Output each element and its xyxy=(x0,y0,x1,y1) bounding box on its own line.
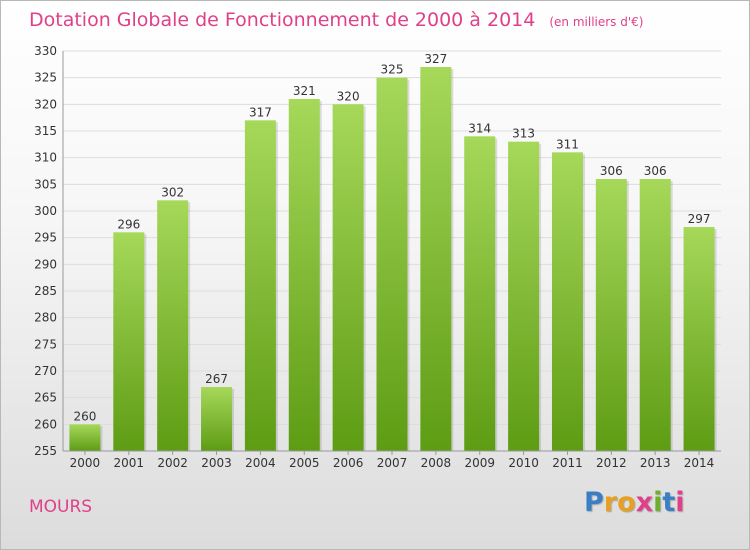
x-tick-label: 2008 xyxy=(421,456,452,470)
y-tick-label: 305 xyxy=(34,177,57,191)
value-label: 313 xyxy=(512,127,535,141)
value-label: 306 xyxy=(600,164,623,178)
y-tick-label: 310 xyxy=(34,151,57,165)
y-tick-label: 285 xyxy=(34,284,57,298)
x-tick-label: 2010 xyxy=(508,456,539,470)
value-label: 320 xyxy=(337,89,360,103)
bar xyxy=(639,179,671,451)
y-tick-label: 300 xyxy=(34,204,57,218)
x-tick-label: 2002 xyxy=(157,456,188,470)
bar xyxy=(551,152,583,452)
chart-title-text: Dotation Globale de Fonctionnement de 20… xyxy=(29,9,536,31)
proxiti-logo: Proxiti xyxy=(584,487,685,518)
value-label: 325 xyxy=(381,63,404,77)
x-tick-label: 2006 xyxy=(333,456,364,470)
bar xyxy=(201,387,233,451)
value-label: 314 xyxy=(468,121,491,135)
y-tick-label: 265 xyxy=(34,391,57,405)
y-tick-label: 320 xyxy=(34,97,57,111)
value-label: 311 xyxy=(556,137,579,151)
bar xyxy=(376,77,408,452)
value-label: 317 xyxy=(249,105,272,119)
logo-letter: P xyxy=(584,487,604,518)
logo-letter: t xyxy=(662,487,676,518)
bar xyxy=(69,424,101,451)
bars: 260 296 302 267 317 321 320 325 327 314 313 311 306 3… xyxy=(69,52,717,452)
logo-letter: r xyxy=(603,487,618,518)
y-tick-label: 270 xyxy=(34,364,57,378)
x-tick-label: 2007 xyxy=(377,456,408,470)
chart-unit-note: (en milliers d'€) xyxy=(549,15,644,29)
y-tick-label: 290 xyxy=(34,257,57,271)
city-name: MOURS xyxy=(29,497,93,517)
y-tick-label: 255 xyxy=(34,444,57,458)
bar xyxy=(420,67,452,451)
x-tick-label: 2005 xyxy=(289,456,320,470)
bar xyxy=(683,227,715,451)
bar xyxy=(464,136,496,452)
bar xyxy=(113,232,145,451)
bar xyxy=(157,200,189,451)
y-tick-label: 315 xyxy=(34,124,57,138)
logo-letter: x xyxy=(635,487,654,518)
y-tick-label: 330 xyxy=(34,44,57,58)
y-tick-label: 280 xyxy=(34,311,57,325)
x-tick-label: 2012 xyxy=(596,456,627,470)
x-tick-label: 2011 xyxy=(552,456,583,470)
y-tick-label: 275 xyxy=(34,337,57,351)
value-label: 296 xyxy=(117,217,140,231)
axes: 255 260 265 270 275 280 285 290 295 300 305 310 315 3… xyxy=(34,44,721,470)
value-label: 267 xyxy=(205,372,228,386)
bar xyxy=(244,120,276,451)
y-tick-label: 295 xyxy=(34,231,57,245)
bar xyxy=(332,104,364,451)
value-label: 327 xyxy=(424,52,447,66)
chart-title: Dotation Globale de Fonctionnement de 20… xyxy=(29,9,643,31)
value-label: 321 xyxy=(293,84,316,98)
x-tick-label: 2004 xyxy=(245,456,276,470)
y-tick-label: 325 xyxy=(34,71,57,85)
x-tick-label: 2009 xyxy=(464,456,495,470)
x-tick-label: 2003 xyxy=(201,456,232,470)
x-tick-label: 2013 xyxy=(640,456,671,470)
y-tick-label: 260 xyxy=(34,417,57,431)
value-label: 306 xyxy=(644,164,667,178)
logo-letter: i xyxy=(653,487,663,518)
value-label: 297 xyxy=(688,212,711,226)
value-label: 260 xyxy=(73,409,96,423)
x-tick-label: 2001 xyxy=(114,456,145,470)
bar xyxy=(288,99,320,451)
logo-letter: i xyxy=(675,487,685,518)
value-label: 302 xyxy=(161,185,184,199)
logo-letter: o xyxy=(617,487,636,518)
bar xyxy=(595,179,627,451)
x-tick-label: 2014 xyxy=(684,456,715,470)
x-tick-label: 2000 xyxy=(70,456,101,470)
bar xyxy=(508,141,540,451)
